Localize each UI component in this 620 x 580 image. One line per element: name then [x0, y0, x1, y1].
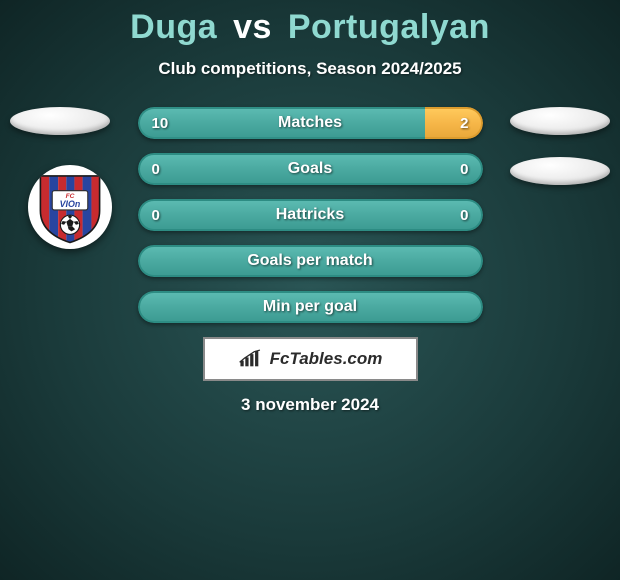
- stat-label: Min per goal: [138, 291, 483, 323]
- player1-avatar-placeholder: [10, 107, 110, 135]
- player2-avatar-placeholder-2: [510, 157, 610, 185]
- brand-name: FcTables.com: [270, 349, 383, 369]
- vs-label: vs: [233, 8, 272, 46]
- stat-value-right: 0: [446, 153, 482, 185]
- stat-row: Goals per match: [138, 245, 483, 277]
- stat-value-right: 2: [446, 107, 482, 139]
- club-crest-icon: FC VIOn: [33, 170, 107, 244]
- stat-row: Min per goal: [138, 291, 483, 323]
- stats-stage: FC VIOn Matches102Goals00Hattricks00Goal…: [0, 107, 620, 323]
- stat-label: Matches: [138, 107, 483, 139]
- stat-label: Hattricks: [138, 199, 483, 231]
- brand-badge: FcTables.com: [203, 337, 418, 381]
- stat-row: Goals0 0: [138, 153, 483, 185]
- comparison-card: Duga vs Portugalyan Club competitions, S…: [0, 0, 620, 415]
- stat-value-right: 0: [446, 199, 482, 231]
- stat-value-left: 10: [138, 107, 183, 139]
- stat-row: Matches10 2: [138, 107, 483, 139]
- bar-chart-icon: [238, 349, 264, 369]
- stat-value-left: 0: [138, 153, 174, 185]
- page-title: Duga vs Portugalyan: [0, 8, 620, 47]
- player2-name: Portugalyan: [288, 8, 490, 46]
- player1-name: Duga: [130, 8, 217, 46]
- subtitle: Club competitions, Season 2024/2025: [0, 59, 620, 79]
- svg-text:VIOn: VIOn: [60, 199, 81, 209]
- snapshot-date: 3 november 2024: [0, 395, 620, 415]
- player2-avatar-placeholder: [510, 107, 610, 135]
- stat-label: Goals: [138, 153, 483, 185]
- stat-row: Hattricks0 0: [138, 199, 483, 231]
- club-badge: FC VIOn: [28, 165, 112, 249]
- stat-value-left: 0: [138, 199, 174, 231]
- stat-bars: Matches102Goals00Hattricks00Goals per ma…: [138, 107, 483, 323]
- stat-label: Goals per match: [138, 245, 483, 277]
